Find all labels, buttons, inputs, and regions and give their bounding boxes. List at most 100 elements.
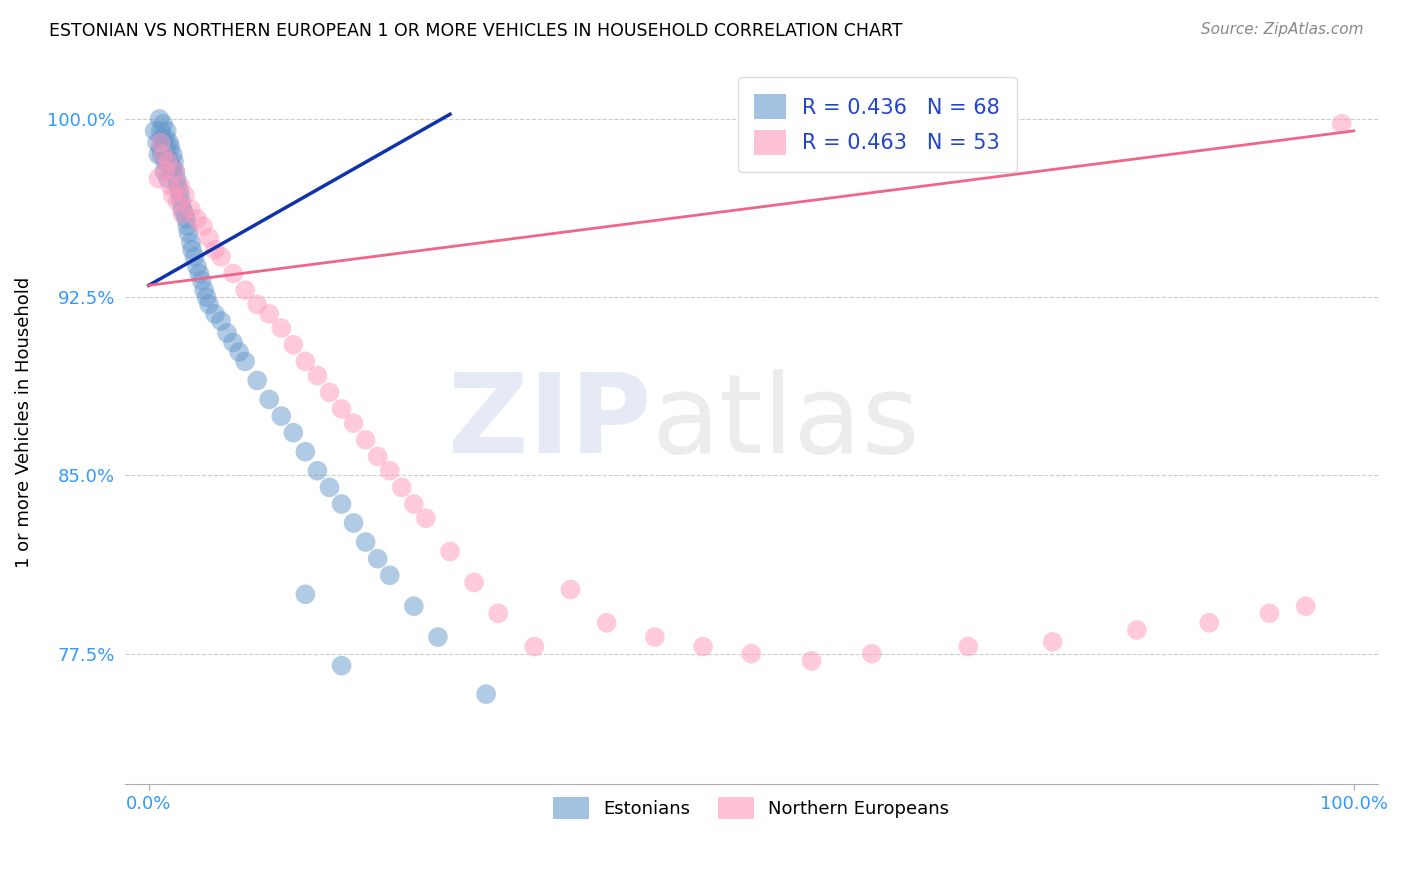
Point (148, 171, 170, 186)
Point (330, 401, 353, 416)
Point (173, 207, 195, 221)
Point (157, 136, 180, 150)
Point (257, 392, 280, 407)
Point (177, 226, 200, 240)
Point (166, 195, 188, 210)
Point (222, 267, 245, 281)
Point (209, 250, 232, 264)
Point (439, 544, 461, 558)
Point (180, 235, 202, 250)
Point (156, 124, 179, 138)
Text: Source: ZipAtlas.com: Source: ZipAtlas.com (1201, 22, 1364, 37)
Point (415, 511, 437, 525)
Point (165, 171, 187, 186)
Point (1295, 599, 1317, 614)
Point (156, 154, 179, 169)
Point (166, 178, 188, 193)
Point (318, 385, 340, 400)
Point (162, 188, 184, 202)
Point (152, 117, 174, 131)
Point (150, 147, 173, 161)
Point (204, 243, 226, 257)
Point (180, 202, 202, 217)
Point (162, 147, 184, 161)
Point (148, 147, 170, 161)
Point (283, 425, 305, 440)
Point (170, 195, 193, 210)
Point (222, 335, 245, 350)
Point (204, 307, 226, 321)
Point (233, 354, 256, 368)
Point (159, 140, 181, 154)
Point (486, 607, 509, 621)
Text: ZIP: ZIP (447, 368, 651, 475)
Point (367, 551, 389, 566)
Point (330, 497, 353, 511)
Point (391, 480, 413, 494)
Point (354, 433, 377, 447)
Point (209, 314, 232, 328)
Point (270, 409, 292, 423)
Point (1330, 117, 1353, 131)
Point (294, 444, 316, 458)
Point (148, 112, 170, 126)
Text: atlas: atlas (651, 368, 920, 475)
Point (957, 640, 980, 654)
Point (475, 687, 498, 701)
Point (283, 338, 305, 352)
Point (146, 136, 169, 150)
Point (149, 136, 172, 150)
Point (195, 290, 218, 304)
Point (190, 274, 212, 288)
Point (163, 154, 186, 169)
Point (294, 354, 316, 368)
Text: ESTONIAN VS NORTHERN EUROPEAN 1 OR MORE VEHICLES IN HOUSEHOLD CORRELATION CHART: ESTONIAN VS NORTHERN EUROPEAN 1 OR MORE … (49, 22, 903, 40)
Point (523, 640, 546, 654)
Point (153, 164, 176, 178)
Point (1198, 615, 1220, 630)
Point (143, 124, 166, 138)
Point (740, 647, 762, 661)
Point (402, 599, 425, 614)
Point (149, 124, 172, 138)
Point (402, 497, 425, 511)
Point (1042, 635, 1064, 649)
Point (159, 178, 181, 193)
Y-axis label: 1 or more Vehicles in Household: 1 or more Vehicles in Household (15, 277, 32, 567)
Point (860, 647, 883, 661)
Point (595, 615, 617, 630)
Point (152, 147, 174, 161)
Point (156, 154, 179, 169)
Point (172, 207, 194, 221)
Point (176, 219, 198, 233)
Point (167, 183, 190, 197)
Point (215, 326, 238, 340)
Point (342, 516, 364, 530)
Point (193, 283, 215, 297)
Point (1258, 607, 1281, 621)
Point (307, 464, 329, 478)
Point (1126, 623, 1149, 637)
Point (198, 231, 221, 245)
Point (152, 136, 174, 150)
Point (173, 188, 195, 202)
Point (169, 178, 191, 193)
Point (155, 131, 177, 145)
Point (800, 654, 823, 668)
Point (257, 307, 280, 321)
Point (233, 283, 256, 297)
Point (186, 211, 208, 226)
Point (169, 188, 191, 202)
Point (162, 164, 184, 178)
Point (318, 480, 340, 494)
Point (692, 640, 714, 654)
Point (560, 582, 582, 597)
Point (155, 154, 177, 169)
Point (181, 243, 204, 257)
Point (191, 219, 214, 233)
Point (150, 131, 173, 145)
Point (228, 345, 250, 359)
Point (153, 147, 176, 161)
Point (156, 171, 179, 186)
Point (156, 140, 179, 154)
